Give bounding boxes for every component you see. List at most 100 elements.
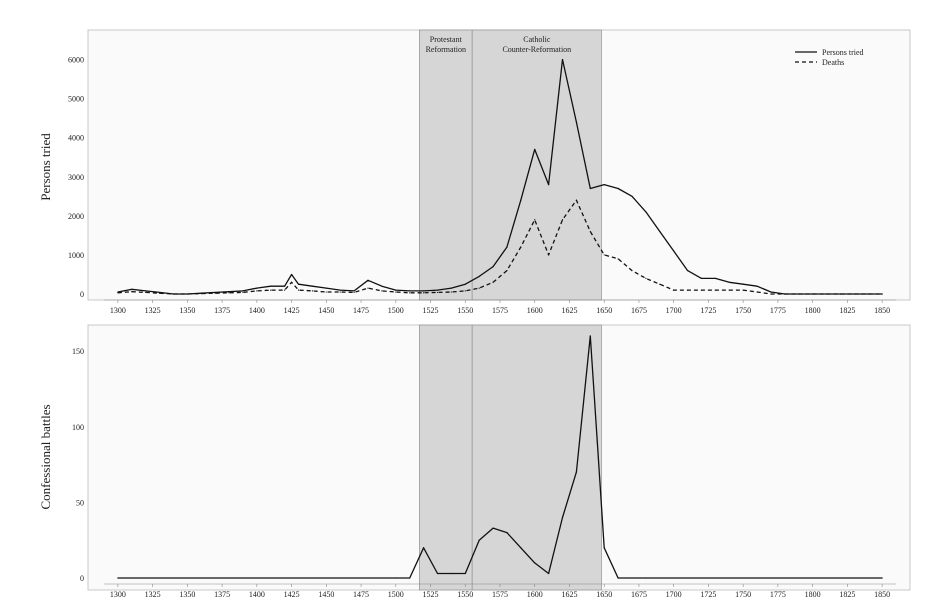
data-point — [117, 577, 119, 579]
data-point — [714, 289, 716, 291]
data-point — [631, 195, 633, 197]
y-tick-label: 150 — [72, 347, 84, 356]
x-tick-label: 1675 — [631, 590, 647, 599]
x-tick-label: 1500 — [388, 306, 404, 315]
shaded-region-label: Catholic — [523, 35, 551, 44]
bottom-panel: 1300 1325 1350 1375 1400 1425 1450 1475 1500 1525… — [38, 324, 911, 599]
x-tick-label: 1725 — [700, 306, 716, 315]
data-point — [645, 577, 647, 579]
data-point — [256, 287, 258, 289]
data-point — [381, 285, 383, 287]
x-tick-label: 1375 — [214, 306, 230, 315]
data-point — [686, 269, 689, 272]
data-point — [548, 183, 550, 186]
x-tick-label: 1750 — [735, 590, 751, 599]
data-point — [770, 291, 772, 293]
x-tick-label: 1550 — [457, 590, 473, 599]
x-tick-label: 1350 — [179, 590, 195, 599]
data-point — [409, 577, 411, 579]
data-point — [631, 577, 633, 579]
data-point — [534, 219, 536, 221]
x-tick-label: 1425 — [284, 590, 300, 599]
data-point — [464, 283, 466, 285]
data-point — [853, 293, 855, 295]
data-point — [172, 293, 175, 295]
x-tick-label: 1675 — [631, 306, 647, 315]
data-point — [311, 285, 314, 287]
data-point — [520, 547, 522, 549]
data-point — [617, 577, 619, 579]
data-point — [812, 293, 814, 295]
x-tick-label: 1450 — [318, 306, 334, 315]
y-tick-label: 100 — [72, 423, 84, 432]
x-tick-label: 1850 — [874, 306, 890, 315]
x-tick-label: 1700 — [666, 306, 682, 315]
data-point — [645, 211, 647, 213]
data-point — [596, 441, 598, 443]
x-tick-label: 1475 — [353, 590, 369, 599]
x-tick-label: 1300 — [110, 590, 126, 599]
y-tick-label: 0 — [80, 290, 84, 299]
data-point — [284, 289, 286, 291]
data-point — [686, 289, 689, 291]
data-point — [478, 275, 480, 278]
data-point — [450, 287, 452, 289]
x-tick-label: 1325 — [145, 590, 161, 599]
legend-entry: Persons tried — [822, 48, 864, 57]
x-tick-label: 1350 — [179, 306, 195, 315]
series-line-battles — [117, 335, 883, 579]
x-tick-label: 1625 — [561, 590, 577, 599]
data-point — [589, 335, 591, 337]
data-point — [700, 289, 703, 291]
x-tick-label: 1550 — [457, 306, 473, 315]
data-point — [575, 199, 578, 201]
data-point — [353, 291, 355, 294]
x-tick-label: 1650 — [596, 590, 612, 599]
x-tick-label: 1575 — [492, 306, 508, 315]
data-point — [728, 281, 730, 283]
data-point — [325, 287, 327, 289]
y-tick-label: 50 — [76, 498, 84, 507]
data-point — [881, 577, 883, 579]
data-point — [339, 289, 341, 291]
data-point — [575, 121, 578, 123]
x-tick-label: 1725 — [700, 590, 716, 599]
data-point — [561, 516, 564, 519]
x-tick-label: 1450 — [318, 590, 334, 599]
data-point — [867, 293, 869, 295]
data-point — [422, 292, 425, 294]
data-point — [436, 291, 439, 294]
data-point — [117, 292, 119, 294]
data-point — [589, 187, 591, 190]
data-point — [631, 269, 633, 272]
data-point — [548, 572, 550, 575]
data-point — [520, 246, 522, 248]
data-point — [270, 285, 272, 287]
data-point — [825, 293, 828, 295]
data-point — [617, 187, 619, 190]
data-point — [756, 285, 758, 287]
data-point — [311, 290, 314, 292]
data-point — [589, 230, 591, 233]
data-point — [770, 293, 772, 295]
data-point — [534, 148, 536, 151]
shaded-region-reformation — [419, 29, 473, 301]
data-point — [700, 277, 703, 279]
data-point — [645, 277, 647, 279]
data-point — [673, 289, 675, 291]
data-point — [506, 532, 508, 534]
data-point — [158, 292, 161, 294]
data-point — [395, 577, 397, 579]
data-point — [422, 547, 425, 549]
data-point — [659, 230, 661, 233]
data-point — [548, 254, 550, 256]
x-tick-label: 1700 — [666, 590, 682, 599]
data-point — [659, 283, 661, 285]
y-tick-label: 2000 — [68, 212, 84, 221]
data-point — [395, 289, 397, 291]
y-tick-label: 3000 — [68, 173, 84, 182]
data-point — [464, 290, 466, 292]
data-point — [436, 572, 439, 575]
data-point — [353, 290, 355, 292]
x-tick-label: 1500 — [388, 590, 404, 599]
